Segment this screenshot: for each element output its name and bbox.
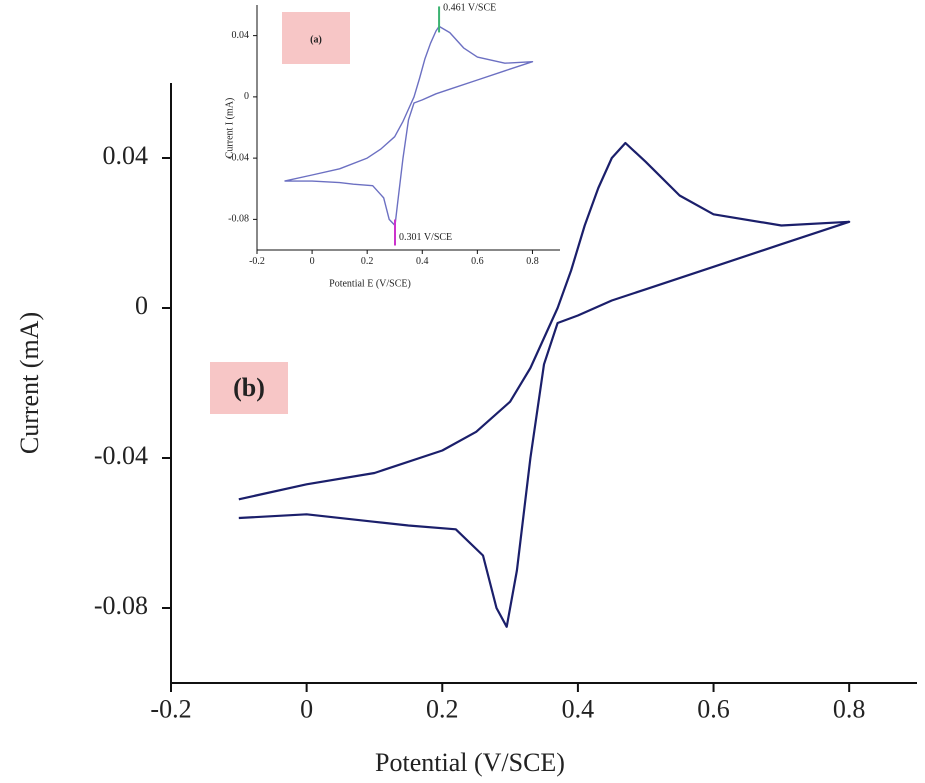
panel-label: (b)	[233, 373, 265, 402]
x-tick-label: 0.6	[471, 256, 484, 267]
y-axis-title: Current I (mA)	[224, 98, 235, 159]
x-axis-title: Potential (V/SCE)	[375, 748, 565, 777]
y-tick-label: -0.08	[94, 591, 148, 620]
x-tick-label: 0.6	[697, 694, 730, 723]
x-tick-label: 0.8	[833, 694, 866, 723]
x-tick-label: -0.2	[249, 256, 265, 267]
y-tick-label: 0	[135, 291, 148, 320]
main-chart: -0.2 0 0.2 0.4 0.6 0.8 -0.08 -0.04 0 0.04 Potentia…	[15, 83, 917, 777]
x-tick-label: 0.2	[361, 256, 374, 267]
y-tick-label: -0.08	[228, 214, 249, 225]
y-tick-label: -0.04	[94, 441, 148, 470]
x-tick-label: 0.2	[426, 694, 459, 723]
cv-curve	[238, 141, 851, 628]
panel-label: (a)	[310, 34, 322, 45]
x-tick-label: 0	[310, 256, 315, 267]
y-tick-label: -0.04	[228, 152, 249, 163]
inset-chart: -0.2 0 0.2 0.4 0.6 0.8 -0.08 -0.04 0 0.04 Potentia…	[224, 3, 560, 289]
y-axis-title: Current (mA)	[15, 312, 44, 454]
panel-label-box	[210, 362, 288, 414]
y-tick-label: 0.04	[103, 141, 149, 170]
y-tick-label: 0.04	[232, 30, 250, 41]
x-tick-label: 0	[300, 694, 313, 723]
cv-curve	[284, 25, 534, 227]
x-tick-label: 0.4	[562, 694, 595, 723]
panel-label-box	[282, 12, 350, 64]
x-tick-label: 0.8	[526, 256, 539, 267]
x-tick-label: 0.4	[416, 256, 429, 267]
x-axis-title: Potential E (V/SCE)	[329, 278, 411, 289]
y-tick-label: 0	[244, 91, 249, 102]
annotation-label: 0.461 V/SCE	[443, 3, 496, 14]
annotation-label: 0.301 V/SCE	[399, 232, 452, 243]
x-tick-label: -0.2	[150, 694, 191, 723]
